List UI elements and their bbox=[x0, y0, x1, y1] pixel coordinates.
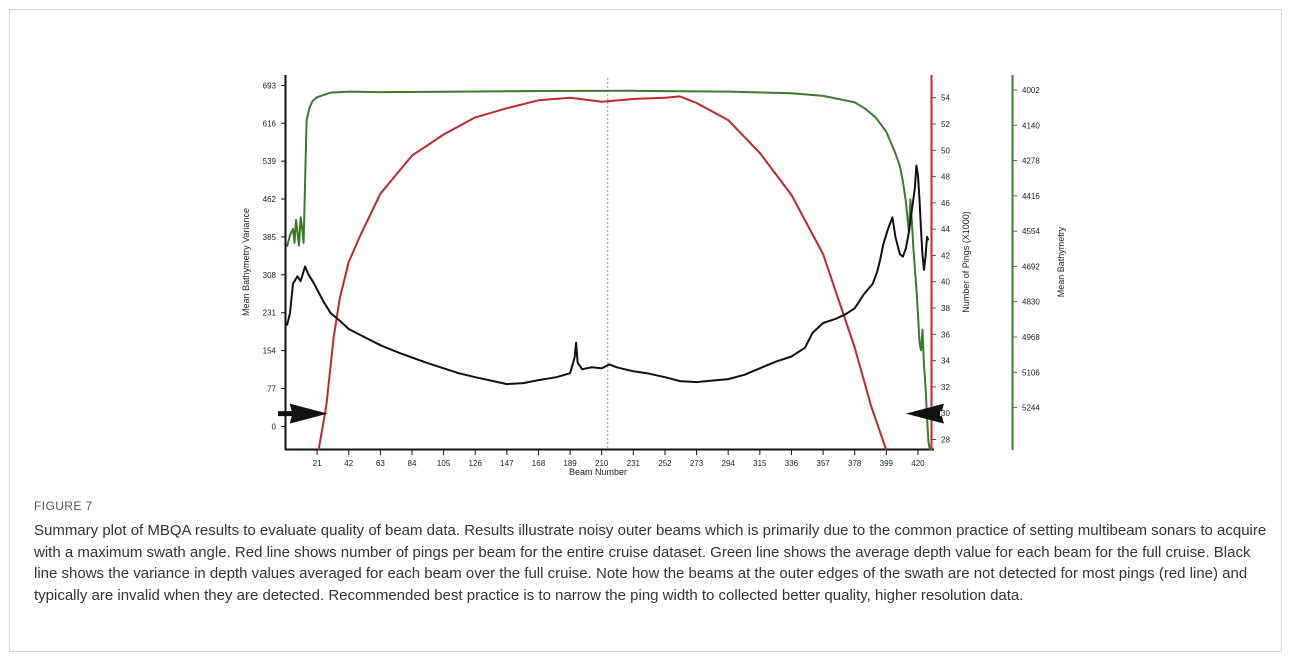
x-tick-label: 21 bbox=[313, 459, 322, 468]
y-bathymetry-tick-label: 4692 bbox=[1022, 262, 1040, 271]
bathymetry-series-line bbox=[286, 89, 931, 451]
y-pings-tick-label: 54 bbox=[941, 94, 950, 103]
y-left-tick-label: 616 bbox=[263, 119, 277, 128]
x-tick-label: 399 bbox=[880, 459, 894, 468]
y-pings-tick-label: 50 bbox=[941, 146, 950, 155]
y-left-tick-label: 308 bbox=[263, 271, 277, 280]
y-bathymetry-tick-label: 4416 bbox=[1022, 192, 1040, 201]
x-tick-label: 357 bbox=[816, 459, 830, 468]
x-axis-label: Beam Number bbox=[569, 467, 627, 477]
y-bathymetry-tick-label: 4002 bbox=[1022, 86, 1040, 95]
figure-label: FIGURE 7 bbox=[34, 499, 93, 513]
figure-caption: Summary plot of MBQA results to evaluate… bbox=[34, 522, 1267, 604]
y-pings-tick-label: 32 bbox=[941, 383, 950, 392]
y-left-tick-label: 231 bbox=[263, 309, 277, 318]
x-tick-label: 42 bbox=[344, 459, 353, 468]
y-pings-tick-label: 38 bbox=[941, 304, 950, 313]
x-tick-label: 378 bbox=[848, 459, 862, 468]
y-bathymetry-tick-label: 4140 bbox=[1022, 121, 1040, 130]
y-pings-tick-label: 46 bbox=[941, 199, 950, 208]
y-axis-label-bathymetry: Mean Bathymetry bbox=[1056, 226, 1066, 297]
y-axis-label-pings: Number of Pings (X1000) bbox=[961, 211, 971, 313]
y-pings-tick-label: 52 bbox=[941, 120, 950, 129]
chart: 21 42 63 84 105 126 147 168 189 210 231 252 273 294 31… bbox=[241, 75, 1066, 477]
x-tick-label: 105 bbox=[437, 459, 451, 468]
y-pings-tick-label: 28 bbox=[941, 435, 950, 444]
y-pings-tick-label: 34 bbox=[941, 357, 950, 366]
y-left-tick-label: 0 bbox=[272, 422, 277, 431]
y-left-tick-label: 539 bbox=[263, 157, 277, 166]
x-tick-label: 147 bbox=[500, 459, 514, 468]
y-pings-tick-label: 44 bbox=[941, 225, 950, 234]
x-tick-label: 420 bbox=[911, 459, 925, 468]
y-pings-tick-label: 36 bbox=[941, 330, 950, 339]
annotation-arrow-left bbox=[905, 403, 944, 424]
y-left-tick-label: 77 bbox=[267, 384, 276, 393]
y-bathymetry-tick-label: 4830 bbox=[1022, 298, 1040, 307]
y-pings-tick-label: 40 bbox=[941, 278, 950, 287]
y-left-tick-label: 154 bbox=[263, 347, 277, 356]
variance-series-line bbox=[286, 164, 930, 386]
y-bathymetry-tick-label: 4278 bbox=[1022, 157, 1040, 166]
x-tick-label: 126 bbox=[469, 459, 483, 468]
y-pings-tick-label: 42 bbox=[941, 251, 950, 260]
x-tick-label: 336 bbox=[785, 459, 799, 468]
x-tick-label: 231 bbox=[627, 459, 641, 468]
y-pings-tick-label: 48 bbox=[941, 173, 950, 182]
x-tick-label: 315 bbox=[753, 459, 767, 468]
x-tick-label: 252 bbox=[658, 459, 672, 468]
y-bathymetry-tick-label: 5106 bbox=[1022, 368, 1040, 377]
x-tick-label: 294 bbox=[722, 459, 736, 468]
x-tick-label: 168 bbox=[532, 459, 546, 468]
figure-card: 21 42 63 84 105 126 147 168 189 210 231 252 273 294 31… bbox=[9, 9, 1282, 652]
x-tick-label: 63 bbox=[376, 459, 385, 468]
annotation-arrow-right bbox=[278, 403, 328, 424]
y-left-tick-label: 462 bbox=[263, 195, 277, 204]
x-tick-label: 84 bbox=[408, 459, 417, 468]
y-pings-tick-label: 30 bbox=[941, 409, 950, 418]
y-axis-label-left: Mean Bathymetry Variance bbox=[241, 208, 251, 316]
y-left-tick-label: 385 bbox=[263, 233, 277, 242]
y-bathymetry-tick-label: 5244 bbox=[1022, 404, 1040, 413]
y-left-tick-label: 693 bbox=[263, 81, 277, 90]
x-tick-label: 210 bbox=[595, 459, 609, 468]
x-tick-label: 189 bbox=[563, 459, 577, 468]
y-bathymetry-tick-label: 4554 bbox=[1022, 227, 1040, 236]
x-tick-label: 273 bbox=[690, 459, 704, 468]
y-bathymetry-tick-label: 4968 bbox=[1022, 333, 1040, 342]
pings-series-line bbox=[317, 95, 888, 451]
